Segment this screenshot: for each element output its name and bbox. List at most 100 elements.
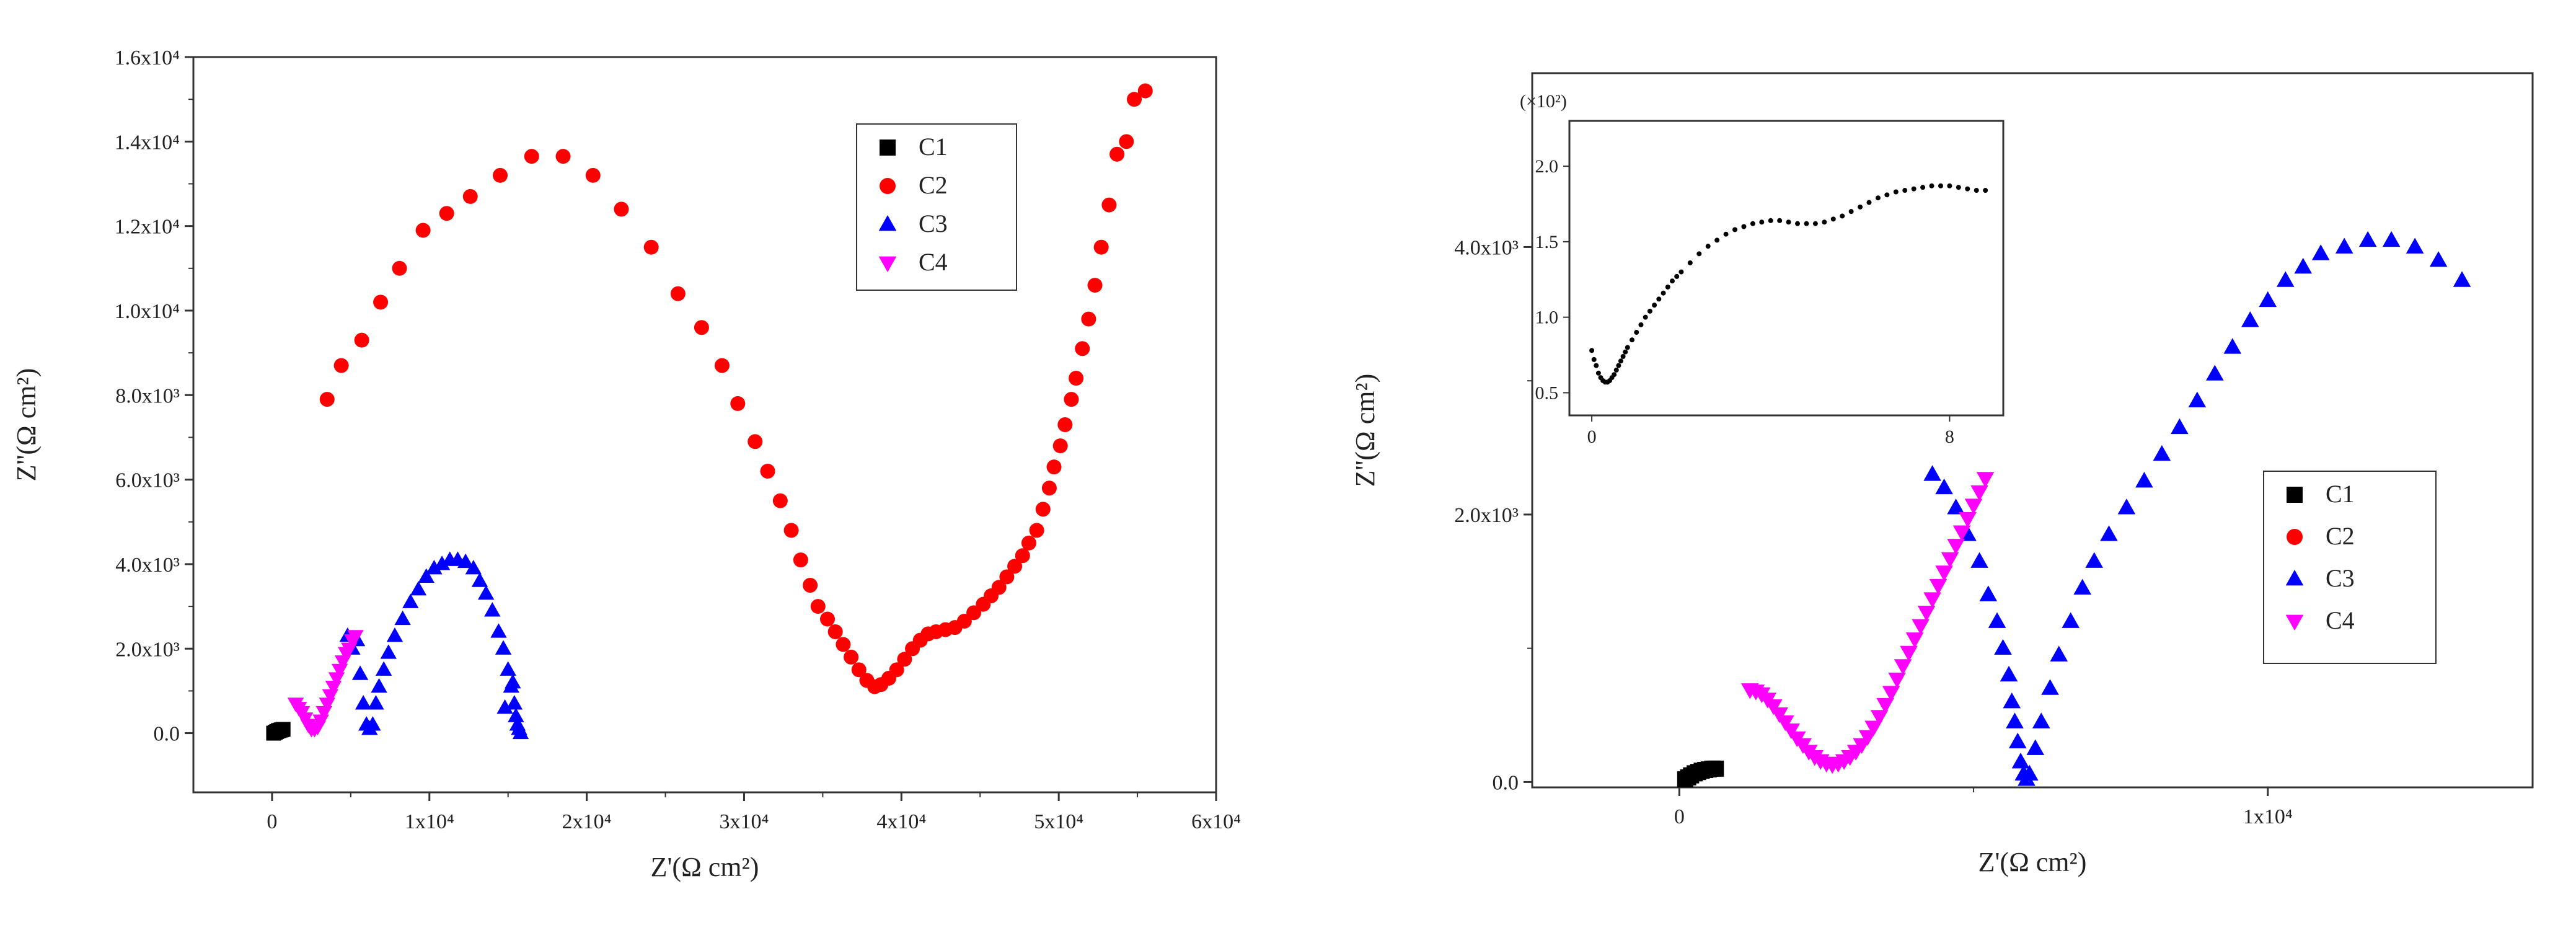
inset-x-tick-label: 0 [1587,427,1597,447]
point-c3 [477,585,495,600]
point-c2 [730,396,746,411]
point-c2 [1101,197,1117,213]
inset-frame [1568,120,2005,417]
y-tick-label: 1.0x10⁴ [115,300,180,323]
inset-point [1974,188,1979,193]
legend-label-c3: C3 [2326,564,2355,592]
inset-point [1705,244,1711,249]
inset-point [1616,363,1621,368]
point-c2 [783,523,799,538]
point-c3 [457,553,474,569]
chart-left: 0.0 2.0x10³ 4.0x10³ 6.0x10³ 8.0x10³ 1.0x10⁴ 1.… [11,46,1241,882]
point-c3 [2000,665,2018,682]
legend-box [2263,471,2437,664]
point-c2 [1137,83,1153,99]
inset-point [1612,372,1617,378]
inset-point [1875,195,1881,201]
point-c3 [2032,712,2050,728]
point-c3 [500,661,516,676]
point-c2 [1007,559,1023,574]
y-tick-label: 4.0x10³ [1454,236,1519,259]
point-c2 [392,260,407,276]
plot-frame [192,56,1217,794]
point-c3 [506,695,523,710]
inset-point [1647,308,1652,314]
point-c3 [495,640,512,655]
y-tick-label: 1.6x10⁴ [115,46,180,69]
point-c2 [493,167,508,183]
y-axis-label: Z''(Ω cm²) [1350,374,1380,487]
inset-point [1902,188,1908,193]
inset-point [1884,192,1890,198]
point-c3 [1947,498,1965,515]
point-c3 [2206,365,2224,381]
point-c4 [1905,632,1924,649]
point-c3 [1994,639,2012,655]
legend-label-c1: C1 [919,133,948,161]
inset-point [1920,185,1926,190]
inset-x-tick-label: 8 [1945,427,1954,447]
point-c4 [1923,592,1941,608]
point-c4 [1964,498,1983,515]
point-c4 [1952,525,1971,541]
point-c3 [2276,271,2295,287]
inset-point [1866,200,1872,205]
point-c3 [351,665,369,680]
point-c2 [820,611,835,627]
x-tick-label: 3x10⁴ [720,810,769,833]
point-c3 [505,673,521,689]
y-axis-label: Z''(Ω cm²) [11,368,42,482]
point-c2 [836,637,851,652]
inset-point [1669,278,1675,284]
inset-point [1822,219,1827,225]
point-c4 [1858,730,1877,746]
point-c4 [1864,720,1882,737]
point-c3 [2453,271,2471,287]
inset-point [1595,370,1601,376]
point-c3 [2223,338,2242,354]
point-c2 [555,149,571,164]
point-c2 [439,206,454,221]
inset-point [1741,224,1747,229]
point-c4 [1935,565,1953,582]
inset-point [1638,322,1644,327]
inset-point [1786,219,1791,225]
inset-y-tick-label: 1.5 [1535,232,1559,252]
point-c2 [333,358,349,373]
inset-point [1661,290,1666,296]
inset-point [1687,260,1693,265]
point-c4 [1976,472,1995,488]
point-c3 [380,644,397,659]
point-c2 [889,662,904,678]
inset-point [1696,251,1702,257]
point-c3 [371,678,387,693]
point-c2 [991,580,1007,595]
inset-y-multiplier: (×10²) [1520,91,1567,112]
point-c1 [1708,760,1724,777]
point-c2 [1021,535,1036,551]
point-c3 [2062,612,2080,628]
inset-point [1965,186,1970,192]
point-c4 [347,630,364,645]
inset-point [1652,303,1657,308]
x-tick-label: 6x10⁴ [1191,810,1241,833]
x-tick-label: 5x10⁴ [1034,810,1083,833]
chart-right: 0.0 2.0x10³ 4.0x10³ 0 1x10⁴ Z'(Ω cm²) Z''(Ω cm… [1350,72,2534,877]
legend-marker-c3 [878,215,897,231]
point-c2 [1046,459,1062,475]
inset-point [1674,273,1680,279]
inset-y-tick-label: 2.0 [1535,156,1559,177]
point-c3 [394,610,411,626]
point-c2 [760,463,775,479]
point-c2 [999,569,1015,585]
point-c4 [1959,511,1977,528]
inset-point [1678,269,1684,275]
point-c3 [2171,418,2189,435]
point-c1 [275,722,291,737]
inset-y-tick-label: 0.5 [1535,383,1559,403]
point-c2 [1015,548,1030,564]
point-c3 [2003,692,2021,709]
point-c4 [1876,697,1894,714]
y-tick-label: 1.4x10⁴ [115,131,180,154]
